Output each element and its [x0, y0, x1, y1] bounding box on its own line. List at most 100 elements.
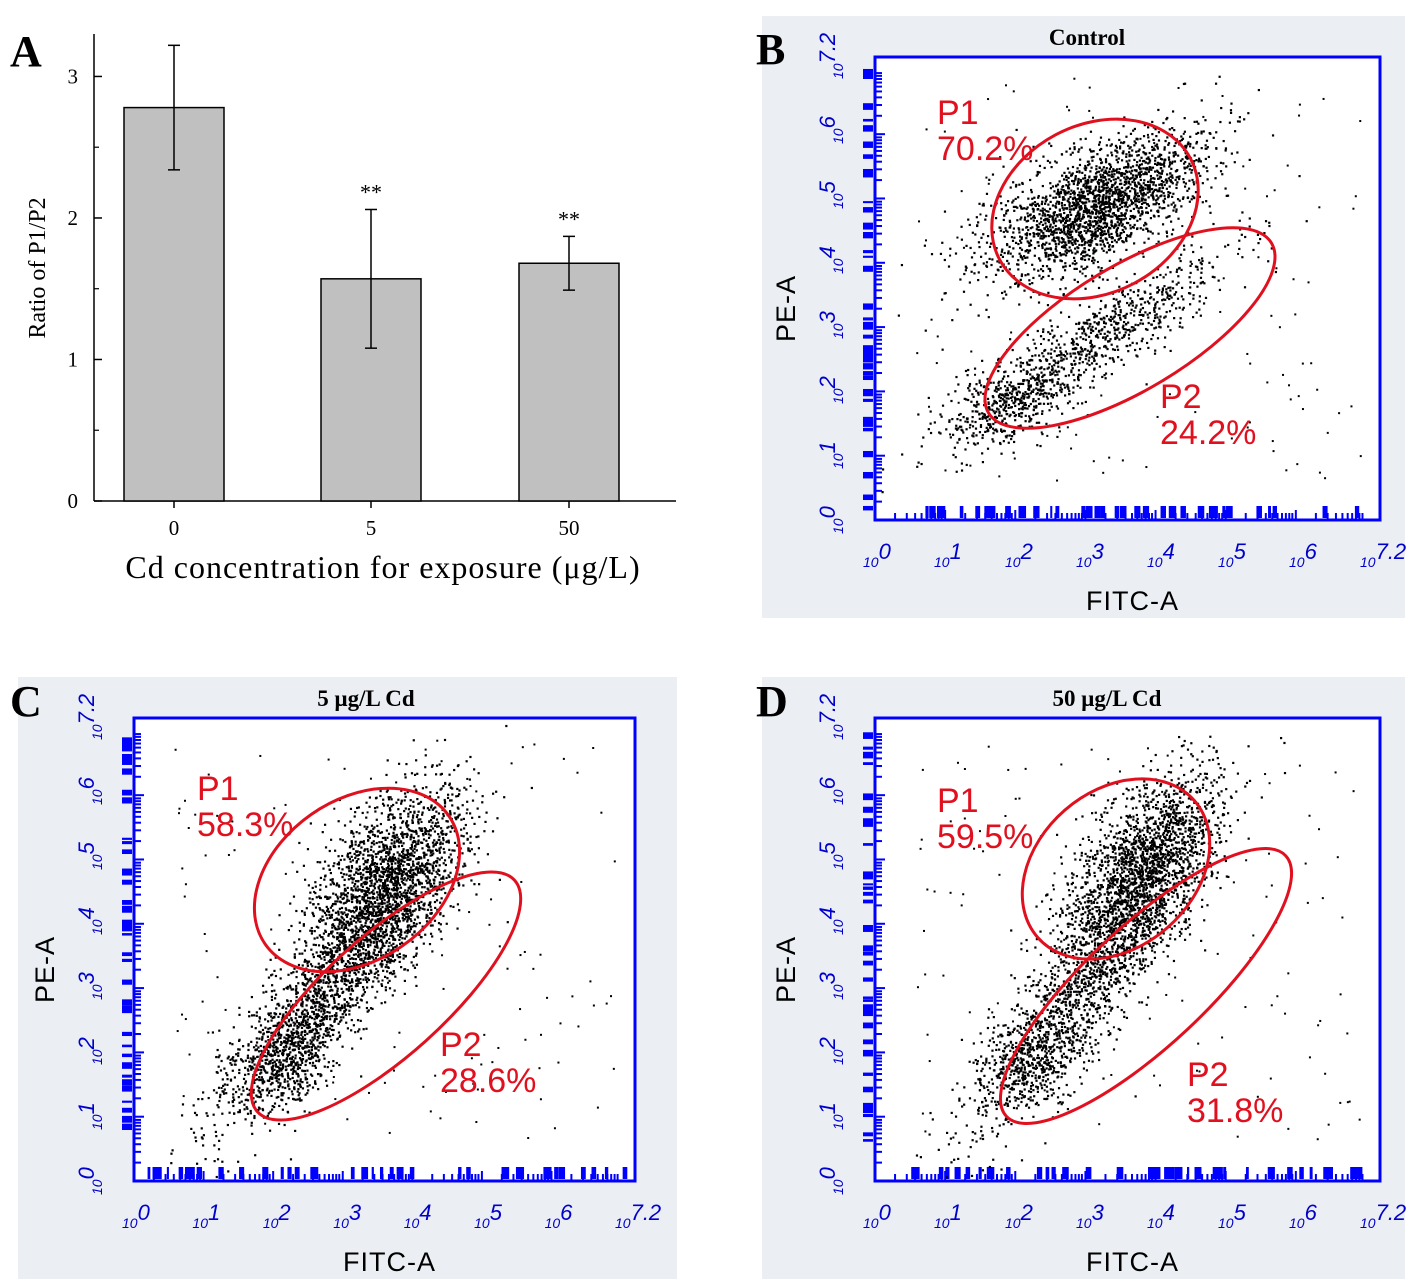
event-point: [1010, 361, 1012, 363]
event-point: [407, 877, 409, 879]
event-point: [1149, 293, 1151, 295]
event-point: [404, 773, 406, 775]
event-point: [413, 785, 415, 787]
event-point: [1035, 347, 1037, 349]
event-point: [1177, 155, 1179, 157]
event-point: [1042, 379, 1044, 381]
event-point: [1072, 344, 1074, 346]
event-point: [1086, 181, 1088, 183]
event-point: [1113, 361, 1115, 363]
event-point: [948, 265, 950, 267]
outlier-point: [1093, 460, 1095, 462]
event-point: [979, 382, 981, 384]
event-point: [1077, 187, 1079, 189]
event-point: [1023, 369, 1025, 371]
event-point: [1050, 247, 1052, 249]
event-point: [1096, 195, 1098, 197]
event-point: [1121, 159, 1123, 161]
event-point: [1096, 244, 1098, 246]
event-point: [1146, 342, 1148, 344]
event-point: [1050, 388, 1052, 390]
event-point: [977, 392, 979, 394]
outlier-point: [958, 402, 960, 404]
event-point: [1220, 162, 1222, 164]
event-point: [999, 442, 1001, 444]
event-point: [997, 370, 999, 372]
event-point: [1150, 217, 1152, 219]
event-point: [1030, 217, 1032, 219]
event-point: [387, 863, 389, 865]
event-point: [1078, 217, 1080, 219]
event-point: [1037, 208, 1039, 210]
event-point: [1074, 178, 1076, 180]
event-point: [1168, 215, 1170, 217]
event-point: [1128, 151, 1130, 153]
event-point: [1038, 374, 1040, 376]
event-point: [1064, 262, 1066, 264]
y-axis-event-marker: [863, 103, 873, 110]
y-axis-event-marker: [122, 838, 132, 840]
outlier-point: [1219, 311, 1221, 313]
event-point: [1087, 350, 1089, 352]
outlier-point: [1285, 469, 1287, 471]
x-axis-title: FITC-A: [343, 1247, 436, 1277]
event-point: [1098, 312, 1100, 314]
event-point: [1122, 152, 1124, 154]
event-point: [1176, 271, 1178, 273]
y-axis-event-marker: [863, 223, 873, 230]
event-point: [1026, 256, 1028, 258]
x-axis-event-marker: [992, 506, 995, 518]
event-point: [1058, 243, 1060, 245]
event-point: [1089, 325, 1091, 327]
event-point: [1005, 212, 1007, 214]
event-point: [1086, 323, 1088, 325]
event-point: [1094, 233, 1096, 235]
event-point: [423, 852, 425, 854]
event-point: [1080, 374, 1082, 376]
event-point: [1147, 203, 1149, 205]
event-point: [984, 219, 986, 221]
event-point: [338, 928, 340, 930]
event-point: [976, 401, 978, 403]
event-point: [424, 766, 426, 768]
outlier-point: [1122, 459, 1124, 461]
event-point: [1184, 167, 1186, 169]
event-point: [985, 309, 987, 311]
event-point: [324, 861, 326, 863]
event-point: [1143, 192, 1145, 194]
event-point: [1175, 208, 1177, 210]
event-point: [1098, 330, 1100, 332]
event-point: [429, 791, 431, 793]
event-point: [1072, 192, 1074, 194]
event-point: [1069, 265, 1071, 267]
event-point: [1008, 442, 1010, 444]
event-point: [1133, 291, 1135, 293]
event-point: [1130, 312, 1132, 314]
event-point: [1096, 221, 1098, 223]
event-point: [1091, 211, 1093, 213]
event-point: [950, 436, 952, 438]
event-point: [934, 421, 936, 423]
event-point: [1184, 83, 1186, 85]
event-point: [1153, 298, 1155, 300]
event-point: [1185, 182, 1187, 184]
event-point: [1044, 228, 1046, 230]
event-point: [338, 867, 340, 869]
event-point: [1097, 182, 1099, 184]
event-point: [1049, 379, 1051, 381]
event-point: [1151, 133, 1153, 135]
event-point: [993, 410, 995, 412]
event-point: [402, 864, 404, 866]
event-point: [1150, 175, 1152, 177]
event-point: [1026, 379, 1028, 381]
event-point: [1114, 204, 1116, 206]
event-point: [1130, 227, 1132, 229]
outlier-point: [1327, 432, 1329, 434]
event-point: [1138, 201, 1140, 203]
event-point: [1121, 291, 1123, 293]
event-point: [1056, 373, 1058, 375]
event-point: [413, 956, 415, 958]
event-point: [1072, 166, 1074, 168]
event-point: [1075, 332, 1077, 334]
event-point: [1200, 272, 1202, 274]
